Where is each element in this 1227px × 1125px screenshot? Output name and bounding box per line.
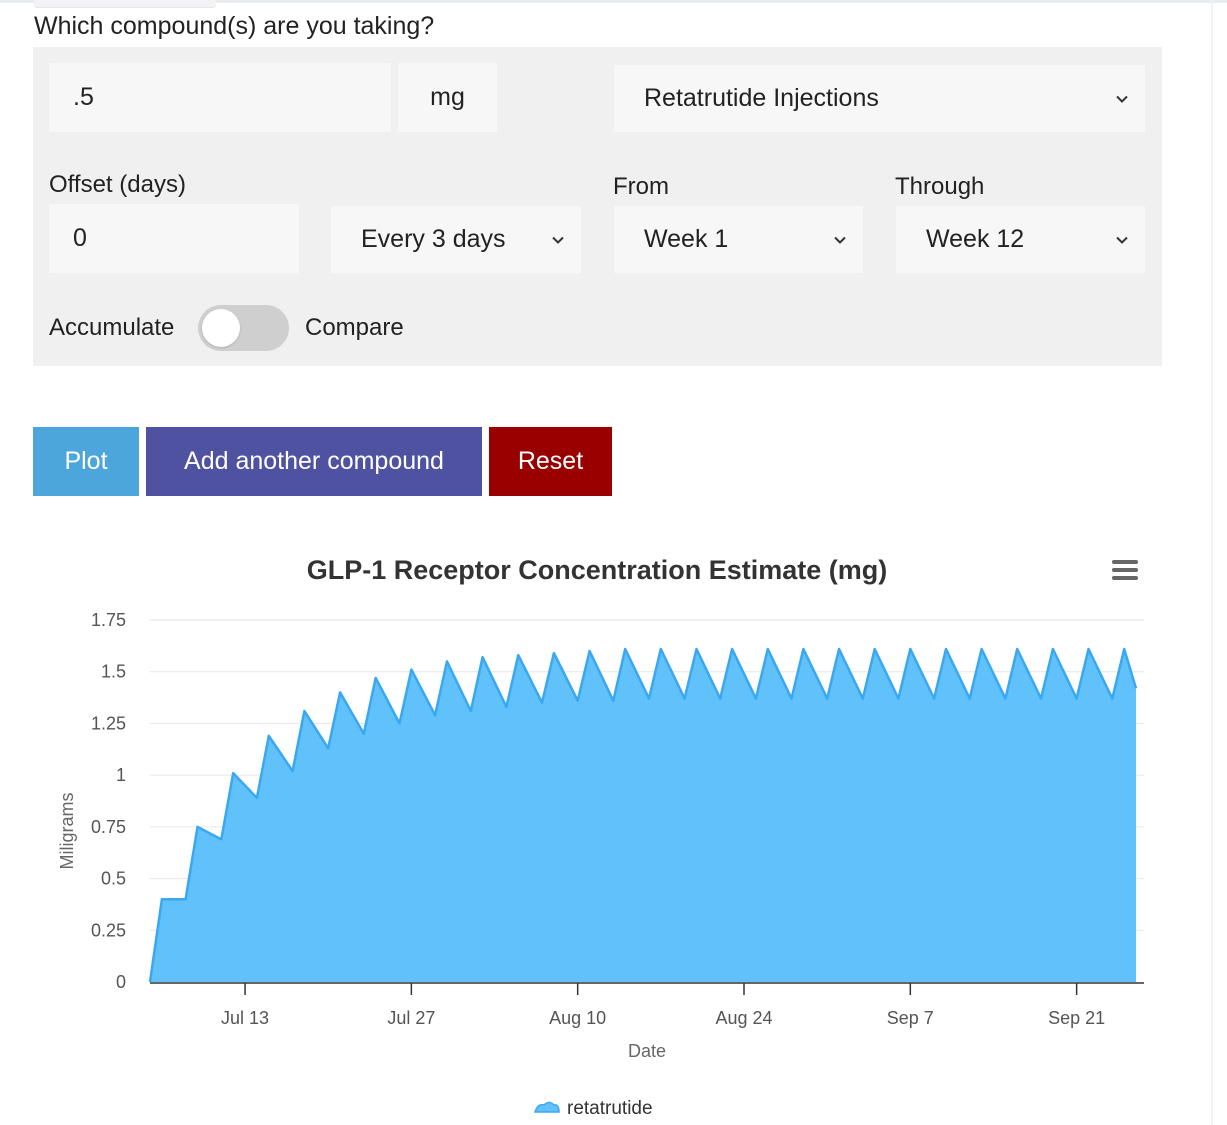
dose-unit-label: mg <box>430 83 465 111</box>
from-week-select[interactable]: Week 1 <box>614 206 863 273</box>
offset-value: 0 <box>73 224 87 252</box>
y-tick-label: 0.5 <box>101 869 126 889</box>
compound-select[interactable]: Retatrutide Injections <box>614 65 1145 132</box>
top-tab[interactable] <box>34 0 216 8</box>
x-tick-label: Aug 10 <box>549 1008 606 1028</box>
x-tick-label: Sep 7 <box>887 1008 934 1028</box>
y-tick-label: 1 <box>116 765 126 785</box>
x-tick-label: Aug 24 <box>715 1008 772 1028</box>
cloud-area-icon <box>533 1101 560 1113</box>
compound-form-panel: .5 mg Retatrutide Injections Offset (day… <box>33 47 1162 366</box>
right-border <box>1211 0 1213 1125</box>
concentration-chart: 0 0.25 0.5 0.75 1 1.25 1.5 1.75 Jul 13 Jul 27 Aug … <box>57 555 1144 1119</box>
compare-label: Compare <box>305 314 404 341</box>
dose-input[interactable]: .5 <box>49 63 391 132</box>
add-compound-button[interactable]: Add another compound <box>146 427 482 496</box>
from-week-value: Week 1 <box>644 225 729 253</box>
series-line <box>148 647 1138 983</box>
chevron-down-icon <box>1116 95 1128 103</box>
offset-input[interactable]: 0 <box>49 204 299 273</box>
y-tick-label: 0.25 <box>91 920 126 940</box>
legend-item[interactable]: retatrutide <box>533 1098 653 1119</box>
from-label: From <box>613 173 669 200</box>
accumulate-label: Accumulate <box>49 314 175 341</box>
through-label: Through <box>895 173 985 200</box>
compound-question: Which compound(s) are you taking? <box>34 12 435 40</box>
y-tick-label: 1.5 <box>101 662 126 682</box>
y-tick-label: 0.75 <box>91 817 126 837</box>
plot-button[interactable]: Plot <box>33 427 139 496</box>
chevron-down-icon <box>552 236 564 244</box>
frequency-select-value: Every 3 days <box>361 225 506 253</box>
y-tick-label: 1.25 <box>91 713 126 733</box>
dose-unit: mg <box>398 63 497 132</box>
legend-label: retatrutide <box>567 1098 653 1119</box>
top-border <box>0 0 1227 3</box>
offset-label: Offset (days) <box>49 171 186 198</box>
y-axis-title: Miligrams <box>57 792 77 869</box>
accumulate-compare-toggle[interactable] <box>198 305 289 351</box>
chevron-down-icon <box>834 236 846 244</box>
x-tick-label: Sep 21 <box>1048 1008 1105 1028</box>
chart-axes: 0 0.25 0.5 0.75 1 1.25 1.5 1.75 Jul 13 Jul 27 Aug … <box>91 610 1144 1028</box>
through-week-value: Week 12 <box>926 225 1025 253</box>
compound-select-value: Retatrutide Injections <box>644 84 879 112</box>
chevron-down-icon <box>1116 236 1128 244</box>
toggle-knob <box>202 309 240 347</box>
dose-value: .5 <box>73 83 94 111</box>
frequency-select[interactable]: Every 3 days <box>331 206 581 273</box>
reset-button[interactable]: Reset <box>489 427 612 496</box>
x-axis-title: Date <box>628 1041 666 1061</box>
x-tick-label: Jul 13 <box>221 1008 269 1028</box>
through-week-select[interactable]: Week 12 <box>896 206 1145 273</box>
x-tick-label: Jul 27 <box>387 1008 435 1028</box>
y-tick-label: 0 <box>116 972 126 992</box>
y-tick-label: 1.75 <box>91 610 126 630</box>
chart-series <box>148 647 1138 983</box>
series-area <box>150 649 1136 982</box>
hamburger-menu-icon[interactable] <box>1112 560 1138 580</box>
chart-title: GLP-1 Receptor Concentration Estimate (m… <box>307 555 888 585</box>
